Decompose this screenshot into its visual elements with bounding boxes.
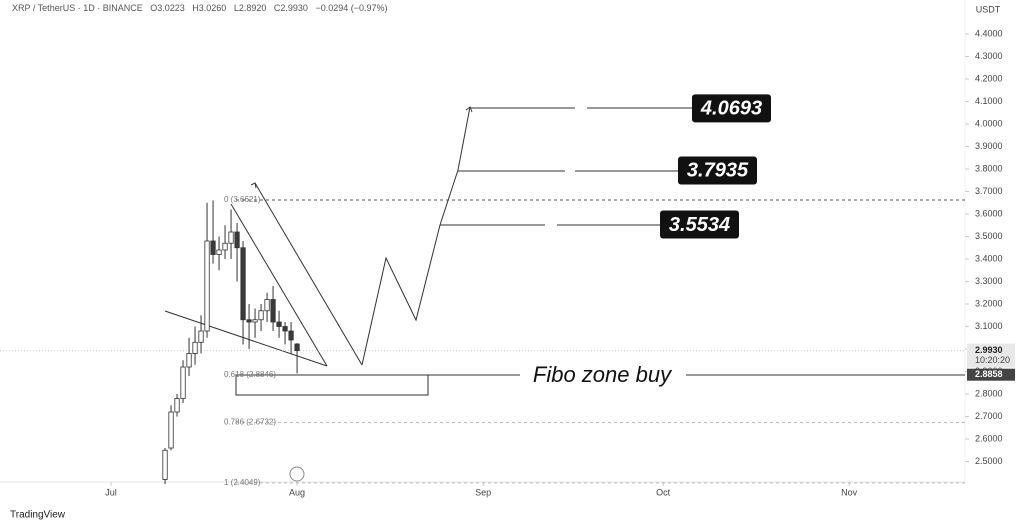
candle-body <box>282 326 288 332</box>
last-price-label: 2.9930 <box>975 345 1003 355</box>
y-tick-label: 3.7000 <box>975 186 1003 196</box>
target-label: 3.7935 <box>687 160 749 182</box>
y-tick-label: 3.9000 <box>975 141 1003 151</box>
y-tick-label: 3.8000 <box>975 163 1003 173</box>
candle-body <box>252 319 258 323</box>
y-tick-label: 3.5000 <box>975 231 1003 241</box>
candle-body <box>264 299 270 312</box>
y-tick-label: 4.2000 <box>975 73 1003 83</box>
y-tick-label: 3.3000 <box>975 276 1003 286</box>
symbol: XRP / TetherUS · 1D · BINANCE <box>12 3 143 13</box>
y-tick-label: 3.6000 <box>975 208 1003 218</box>
y-tick-label: 2.8000 <box>975 388 1003 398</box>
candle-body <box>210 240 216 255</box>
candle-body <box>228 231 234 244</box>
change: −0.0294 (−0.97%) <box>315 3 388 13</box>
target-box <box>692 94 771 123</box>
zone-label: Fibo zone buy <box>533 362 673 387</box>
candle-body <box>258 310 264 321</box>
x-tick-label: Sep <box>475 487 491 497</box>
fib-label: 0.786 (2.6732) <box>224 418 276 427</box>
candle-body <box>216 249 222 255</box>
countdown: 10:20:20 <box>975 355 1010 365</box>
zone-price-label: 2.8858 <box>975 369 1003 379</box>
candle-body <box>162 449 168 480</box>
target-label: 4.0693 <box>700 98 762 120</box>
candle-body <box>198 330 204 343</box>
header: XRP / TetherUS · 1D · BINANCE O3.0223 H3… <box>12 3 393 13</box>
x-tick-label: Nov <box>841 487 858 497</box>
drawings <box>164 106 965 396</box>
y-tick-label: 4.0000 <box>975 118 1003 128</box>
candle-body <box>180 366 186 399</box>
zone-price-box <box>967 368 1015 381</box>
candle-body <box>168 411 174 449</box>
candle-body <box>174 398 180 413</box>
y-tick-label: 4.3000 <box>975 51 1003 61</box>
candle-body <box>186 353 192 368</box>
x-tick-label: Oct <box>656 487 671 497</box>
target-box <box>660 210 739 239</box>
candle-body <box>294 343 300 351</box>
candle-body <box>276 321 282 327</box>
candle-body <box>270 299 276 323</box>
y-tick-label: 4.1000 <box>975 96 1003 106</box>
low: L2.8920 <box>233 3 267 13</box>
high: H3.0260 <box>192 3 227 13</box>
tv-icon <box>289 466 305 482</box>
fib-label: 1 (2.4049) <box>224 478 261 487</box>
last-price-box <box>967 343 1015 368</box>
target-box <box>678 156 757 185</box>
target-label: 3.5534 <box>669 214 730 236</box>
y-tick-label: 3.1000 <box>975 321 1003 331</box>
fib-label: 0.618 (2.8846) <box>224 370 276 379</box>
y-tick-label: 2.5000 <box>975 456 1003 466</box>
candle-body <box>204 240 210 332</box>
y-tick-label: 2.6000 <box>975 433 1003 443</box>
currency: USDT <box>976 4 1001 14</box>
candle-body <box>240 247 246 321</box>
candle-body <box>246 319 252 323</box>
open: O3.0223 <box>150 3 185 13</box>
candle-body <box>234 231 240 249</box>
candle-body <box>288 330 294 341</box>
close: C2.9930 <box>273 3 308 13</box>
candle-body <box>192 341 198 354</box>
fib-label: 0 (3.6621) <box>224 195 261 204</box>
y-tick-label: 4.4000 <box>975 28 1003 38</box>
branding: TradingView <box>10 510 66 521</box>
y-tick-label: 2.7000 <box>975 411 1003 421</box>
y-tick-label: 3.2000 <box>975 298 1003 308</box>
x-tick-label: Jul <box>105 487 117 497</box>
candle-body <box>222 242 228 251</box>
y-tick-label: 3.4000 <box>975 253 1003 263</box>
x-tick-label: Aug <box>289 487 305 497</box>
